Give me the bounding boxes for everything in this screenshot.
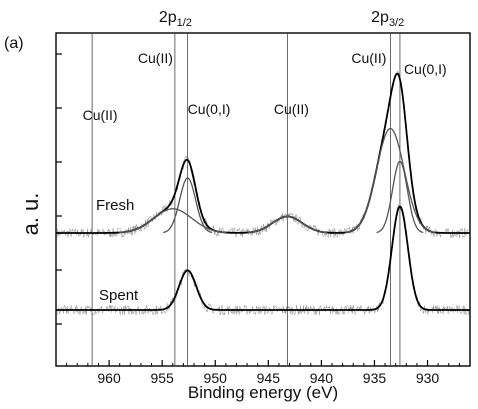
orbital-headers: 2p1/2 2p3/2 [159, 9, 404, 29]
reference-label-2: Cu(0,I) [188, 101, 231, 117]
component-fresh-5 [376, 160, 424, 234]
x-axis-title: Binding energy (eV) [188, 383, 338, 402]
orbital-header-main: 2p [159, 9, 177, 26]
sample-label-spent: Spent [99, 287, 139, 304]
reference-label-3: Cu(II) [274, 101, 309, 117]
x-tick-label-2: 950 [204, 370, 228, 386]
plot-frame [55, 32, 471, 367]
envelope-spent [56, 205, 470, 311]
component-fresh-3 [247, 215, 328, 234]
reference-label-1: Cu(II) [138, 50, 173, 66]
x-tick-label-1: 955 [150, 370, 174, 386]
x-tick-label-6: 930 [416, 370, 440, 386]
sample-label-fresh: Fresh [96, 197, 134, 214]
orbital-header-0: 2p1/2 [159, 9, 192, 29]
x-tick-label-5: 935 [363, 370, 387, 386]
raw-data-spent [56, 204, 469, 316]
axis-ticks: 960 955 950 945 940 935 930 [56, 53, 460, 386]
reference-labels: Cu(II) Cu(II) Cu(0,I) Cu(II) Cu(II) Cu(0,I) [83, 50, 447, 123]
plot-area: 960 955 950 945 940 935 930 [55, 32, 471, 386]
orbital-header-main: 2p [371, 9, 389, 26]
reference-label-5: Cu(0,I) [404, 61, 447, 77]
component-fresh-4 [345, 127, 436, 234]
orbital-header-sub: 1/2 [177, 17, 192, 29]
y-axis-title: a. u. [18, 193, 43, 236]
reference-lines [91, 33, 401, 366]
reference-label-0: Cu(II) [83, 107, 118, 123]
panel-label: (a) [4, 35, 24, 52]
spectra [56, 70, 470, 316]
x-tick-label-4: 940 [310, 370, 334, 386]
component-fresh-2 [163, 177, 213, 234]
x-tick-label-0: 960 [97, 370, 121, 386]
reference-label-4: Cu(II) [351, 50, 386, 66]
orbital-header-1: 2p3/2 [371, 9, 404, 29]
component-fresh-1 [119, 208, 227, 234]
x-tick-label-3: 945 [257, 370, 281, 386]
sample-labels: Fresh Spent [96, 197, 139, 304]
orbital-header-sub: 3/2 [389, 17, 404, 29]
